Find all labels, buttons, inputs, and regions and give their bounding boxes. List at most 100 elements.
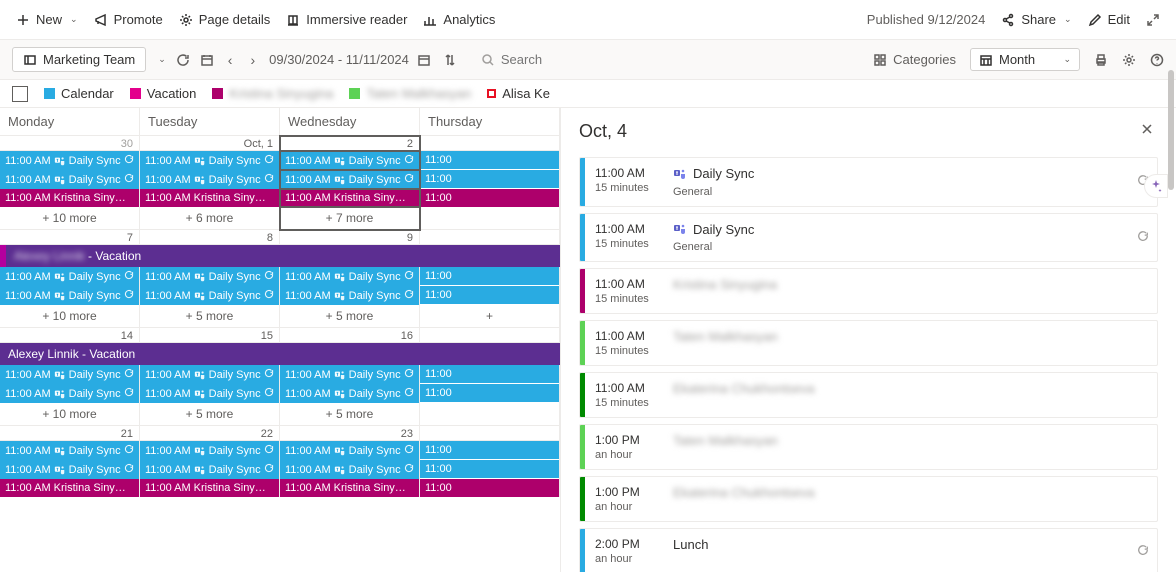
day-cell[interactable]: 21	[0, 426, 140, 441]
ai-sparkle-button[interactable]	[1144, 174, 1168, 198]
share-button[interactable]: Share⌄	[1001, 12, 1071, 27]
categories-button[interactable]: Categories	[873, 52, 956, 67]
calendar-event[interactable]: 11:00	[420, 189, 559, 207]
day-cell[interactable]	[420, 328, 560, 343]
promote-button[interactable]: Promote	[94, 12, 163, 27]
calendar-event[interactable]: 11:00 AMDaily Sync	[140, 441, 279, 460]
legend-vacation[interactable]: Vacation	[130, 86, 197, 101]
calendar-event[interactable]: 11:00 AMDaily Sync	[140, 460, 279, 479]
event-card[interactable]: 11:00 AM15 minutesKristina Sinyugina	[579, 268, 1158, 314]
more-link[interactable]: + 10 more	[0, 403, 139, 425]
calendar-event[interactable]: 11:00 AMDaily Sync	[280, 267, 419, 286]
team-selector[interactable]: Marketing Team	[12, 47, 146, 72]
calendar-event[interactable]: 11:00	[420, 479, 559, 497]
day-cell[interactable]: 2	[280, 136, 420, 151]
day-cell[interactable]: 15	[140, 328, 280, 343]
day-cell[interactable]: Oct, 1	[140, 136, 280, 151]
calendar-event[interactable]: 11:00 AMDaily Sync	[140, 170, 279, 189]
more-link[interactable]: + 10 more	[0, 207, 139, 229]
day-cell[interactable]: 14	[0, 328, 140, 343]
legend-calendar[interactable]: Calendar	[44, 86, 114, 101]
calendar-event[interactable]: 11:00	[420, 286, 559, 304]
day-cell[interactable]: 22	[140, 426, 280, 441]
calendar-event[interactable]: 11:00	[420, 384, 559, 402]
calendar-event[interactable]: 11:00 AMDaily Sync	[140, 267, 279, 286]
calendar-event[interactable]: 11:00	[420, 267, 559, 285]
new-button[interactable]: New⌄	[16, 12, 78, 27]
day-cell[interactable]: 7	[0, 230, 140, 245]
calendar-event[interactable]: 11:00 AMDaily Sync	[0, 384, 139, 403]
sort-button[interactable]	[443, 53, 457, 67]
more-link[interactable]: + 5 more	[280, 305, 419, 327]
event-card[interactable]: 11:00 AM15 minutes Daily SyncGeneral	[579, 157, 1158, 207]
calendar-event[interactable]: 11:00 AMDaily Sync	[140, 365, 279, 384]
calendar-event[interactable]: 11:00 AMDaily Sync	[280, 151, 419, 170]
calendar-event[interactable]: 11:00 AMKristina Siny…	[0, 479, 139, 497]
edit-button[interactable]: Edit	[1088, 12, 1130, 27]
calendar-event[interactable]: 11:00 AMDaily Sync	[280, 286, 419, 305]
calendar-event[interactable]: 11:00 AMDaily Sync	[0, 170, 139, 189]
allday-event[interactable]: Alexey Linnik - Vacation	[0, 343, 560, 365]
calendar-event[interactable]: 11:00 AMDaily Sync	[0, 267, 139, 286]
calendar-event[interactable]: 11:00 AMDaily Sync	[280, 460, 419, 479]
calendar-event[interactable]: 11:00 AMDaily Sync	[280, 384, 419, 403]
calendar-event[interactable]: 11:00	[420, 441, 559, 459]
immersive-reader-button[interactable]: Immersive reader	[286, 12, 407, 27]
page-details-button[interactable]: Page details	[179, 12, 271, 27]
day-cell[interactable]	[420, 136, 560, 151]
more-link[interactable]: +	[420, 305, 559, 327]
calendar-event[interactable]: 11:00 AMKristina Siny…	[280, 189, 419, 207]
refresh-button[interactable]	[176, 53, 190, 67]
event-card[interactable]: 1:00 PMan hourTaten Malkhasyan	[579, 424, 1158, 470]
day-cell[interactable]: 23	[280, 426, 420, 441]
event-card[interactable]: 11:00 AM15 minutes Daily SyncGeneral	[579, 213, 1158, 263]
event-card[interactable]: 1:00 PMan hourEkaterina Chukhontseva	[579, 476, 1158, 522]
next-button[interactable]: ›	[246, 48, 259, 72]
calendar-event[interactable]: 11:00	[420, 460, 559, 478]
calendar-event[interactable]: 11:00 AMDaily Sync	[140, 151, 279, 170]
close-panel-button[interactable]	[1136, 118, 1158, 145]
day-cell[interactable]: 16	[280, 328, 420, 343]
event-card[interactable]: 11:00 AM15 minutesTaten Malkhasyan	[579, 320, 1158, 366]
prev-button[interactable]: ‹	[224, 48, 237, 72]
calendar-event[interactable]: 11:00 AMKristina Siny…	[280, 479, 419, 497]
day-cell[interactable]	[420, 426, 560, 441]
calendar-event[interactable]: 11:00 AMDaily Sync	[280, 441, 419, 460]
event-card[interactable]: 11:00 AM15 minutesEkaterina Chukhontseva	[579, 372, 1158, 418]
calendar-event[interactable]: 11:00 AMDaily Sync	[280, 170, 419, 189]
calendar-event[interactable]: 11:00	[420, 365, 559, 383]
more-link[interactable]: + 5 more	[140, 403, 279, 425]
more-link[interactable]: + 10 more	[0, 305, 139, 327]
legend-person-4[interactable]: Taten Malkhasyan	[349, 86, 471, 101]
calendar-event[interactable]: 11:00	[420, 170, 559, 188]
allday-event[interactable]: Alexey Linnik - Vacation	[0, 245, 560, 267]
more-link[interactable]: + 6 more	[140, 207, 279, 229]
calendar-event[interactable]: 11:00 AMKristina Siny…	[140, 189, 279, 207]
date-range[interactable]: 09/30/2024 - 11/11/2024	[269, 52, 431, 67]
today-button[interactable]	[200, 53, 214, 67]
calendar-event[interactable]: 11:00 AMKristina Siny…	[0, 189, 139, 207]
print-button[interactable]	[1094, 53, 1108, 67]
expand-button[interactable]	[1146, 13, 1160, 27]
day-cell[interactable]: 30	[0, 136, 140, 151]
day-cell[interactable]: 8	[140, 230, 280, 245]
help-button[interactable]	[1150, 53, 1164, 67]
more-link[interactable]: + 5 more	[280, 403, 419, 425]
calendar-event[interactable]: 11:00 AMDaily Sync	[0, 151, 139, 170]
view-selector[interactable]: Month ⌄	[970, 48, 1080, 71]
calendar-event[interactable]: 11:00 AMDaily Sync	[140, 286, 279, 305]
day-cell[interactable]: 9	[280, 230, 420, 245]
select-all-checkbox[interactable]	[12, 86, 28, 102]
calendar-event[interactable]: 11:00 AMDaily Sync	[0, 286, 139, 305]
calendar-event[interactable]: 11:00 AMKristina Siny…	[140, 479, 279, 497]
more-link[interactable]: + 5 more	[140, 305, 279, 327]
calendar-event[interactable]: 11:00 AMDaily Sync	[0, 365, 139, 384]
legend-person-3[interactable]: Kristina Sinyugina	[212, 86, 333, 101]
event-card[interactable]: 2:00 PMan hourLunch	[579, 528, 1158, 572]
calendar-event[interactable]: 11:00 AMDaily Sync	[0, 441, 139, 460]
calendar-event[interactable]: 11:00	[420, 151, 559, 169]
scrollbar-thumb[interactable]	[1168, 108, 1174, 190]
calendar-event[interactable]: 11:00 AMDaily Sync	[0, 460, 139, 479]
search-input[interactable]	[501, 52, 621, 67]
more-link[interactable]: + 7 more	[280, 207, 419, 229]
